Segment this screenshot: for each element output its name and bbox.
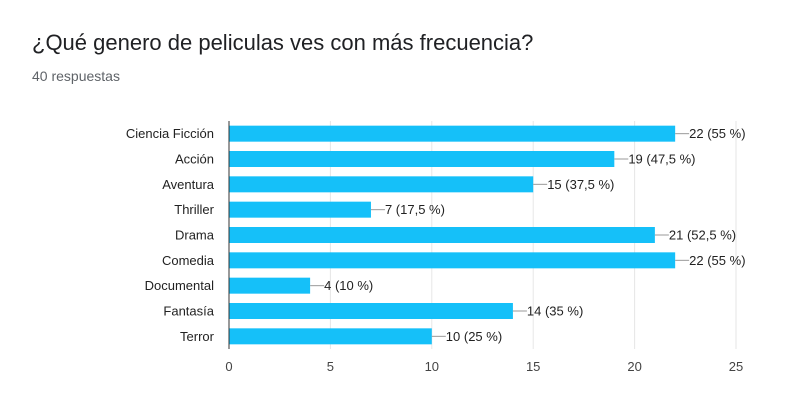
bar [229, 328, 432, 345]
category-label: Comedia [162, 253, 215, 268]
x-tick-label: 25 [729, 359, 743, 374]
bar [229, 176, 534, 193]
category-label: Fantasía [163, 304, 214, 319]
category-label: Drama [175, 228, 215, 243]
data-label: 4 (10 %) [324, 278, 373, 293]
bar [229, 277, 311, 294]
bar [229, 227, 655, 243]
data-label: 19 (47,5 %) [628, 152, 695, 167]
bar [229, 303, 513, 319]
data-label: 15 (37,5 %) [547, 177, 614, 192]
data-label: 10 (25 %) [446, 329, 502, 344]
x-tick-label: 10 [425, 359, 439, 374]
x-tick-label: 20 [627, 359, 641, 374]
category-label: Terror [180, 329, 215, 344]
category-label: Aventura [162, 177, 215, 192]
bar [229, 125, 676, 142]
data-label: 7 (17,5 %) [385, 202, 445, 217]
x-tick-label: 15 [526, 359, 540, 374]
category-label: Acción [175, 152, 214, 167]
response-count: 40 respuestas [32, 68, 120, 84]
data-label: 22 (55 %) [689, 253, 745, 268]
data-label: 22 (55 %) [689, 126, 745, 141]
bar [229, 201, 371, 218]
category-label: Thriller [174, 202, 214, 217]
category-label: Ciencia Ficción [126, 126, 214, 141]
question-title: ¿Qué genero de peliculas ves con más fre… [32, 30, 534, 55]
x-tick-label: 5 [327, 359, 334, 374]
x-tick-label: 0 [225, 359, 232, 374]
data-label: 21 (52,5 %) [669, 228, 736, 243]
bar [229, 151, 615, 167]
category-label: Documental [145, 278, 214, 293]
data-label: 14 (35 %) [527, 304, 583, 319]
bar [229, 252, 676, 269]
